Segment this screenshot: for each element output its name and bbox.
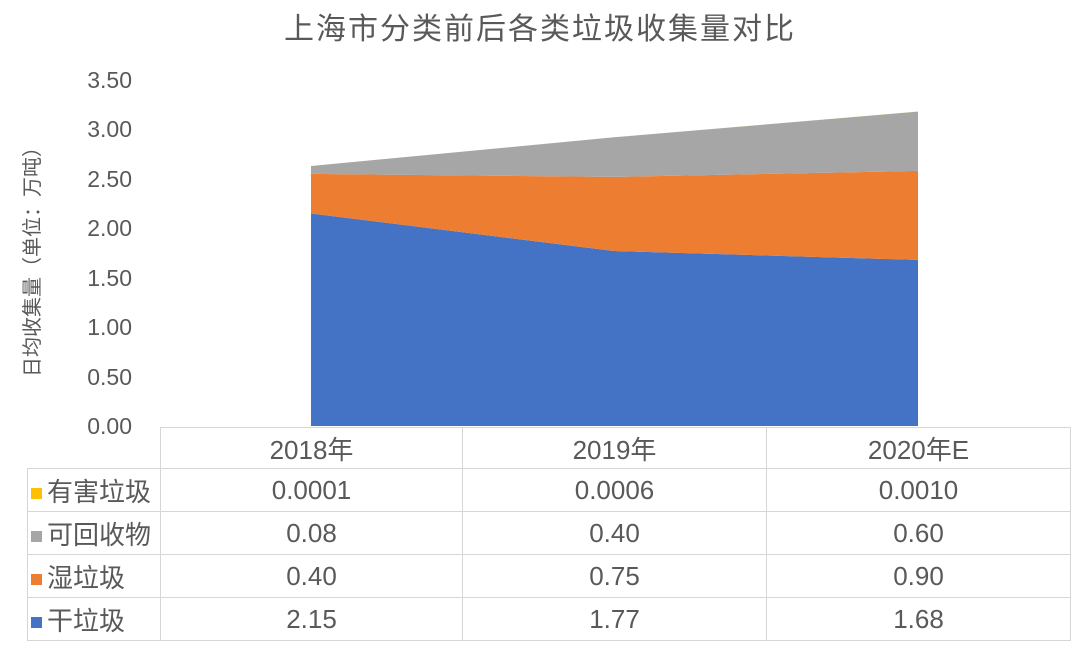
area-dry-garbage (311, 213, 918, 426)
value-cell: 0.40 (462, 511, 767, 555)
area-wet-garbage (311, 170, 918, 260)
y-tick-label: 3.50 (87, 67, 132, 93)
value-cell: 1.77 (462, 597, 767, 641)
table-corner-cell (27, 427, 161, 469)
data-table: 2018年 2019年 2020年E 有害垃圾 0.0001 0.0006 0.… (27, 427, 1071, 641)
y-tick-label: 0.50 (87, 363, 132, 390)
series-label-cell: 有害垃圾 (27, 468, 161, 512)
series-label: 湿垃圾 (47, 562, 126, 593)
area-recyclables (311, 111, 918, 177)
value-cell: 0.90 (766, 554, 1071, 598)
y-tick-label: 2.00 (87, 215, 132, 242)
table-row-wet-garbage: 湿垃圾 0.40 0.75 0.90 (27, 554, 1071, 598)
value-cell: 2.15 (160, 597, 463, 641)
value-cell: 0.08 (160, 511, 463, 555)
legend-swatch-wet-garbage (31, 573, 42, 585)
value-cell: 0.40 (160, 554, 463, 598)
table-row-hazardous-waste: 有害垃圾 0.0001 0.0006 0.0010 (27, 468, 1071, 512)
area-hazardous-waste (311, 111, 918, 166)
category-header-2018: 2018年 (160, 427, 463, 469)
value-cell: 0.0001 (160, 468, 463, 512)
category-header-2020e: 2020年E (766, 427, 1071, 469)
y-tick-label: 1.50 (87, 264, 132, 291)
table-row-dry-garbage: 干垃圾 2.15 1.77 1.68 (27, 597, 1071, 641)
category-header-2019: 2019年 (462, 427, 767, 469)
y-tick-label: 3.00 (87, 116, 132, 143)
series-label: 干垃圾 (47, 605, 126, 636)
value-cell: 0.0010 (766, 468, 1071, 512)
series-label-cell: 干垃圾 (27, 597, 161, 641)
value-cell: 1.68 (766, 597, 1071, 641)
y-tick-label: 1.00 (87, 314, 132, 341)
y-tick-label: 2.50 (87, 165, 132, 192)
table-header-row: 2018年 2019年 2020年E (27, 427, 1071, 469)
series-label: 有害垃圾 (47, 476, 152, 507)
series-label-cell: 可回收物 (27, 511, 161, 555)
series-label-cell: 湿垃圾 (27, 554, 161, 598)
chart-title: 上海市分类前后各类垃圾收集量对比 (284, 13, 796, 46)
legend-swatch-dry-garbage (31, 616, 42, 628)
legend-swatch-recyclables (31, 530, 42, 542)
legend-swatch-hazardous-waste (31, 487, 42, 499)
value-cell: 0.75 (462, 554, 767, 598)
value-cell: 0.60 (766, 511, 1071, 555)
value-cell: 0.0006 (462, 468, 767, 512)
table-row-recyclables: 可回收物 0.08 0.40 0.60 (27, 511, 1071, 555)
series-label: 可回收物 (47, 519, 152, 550)
